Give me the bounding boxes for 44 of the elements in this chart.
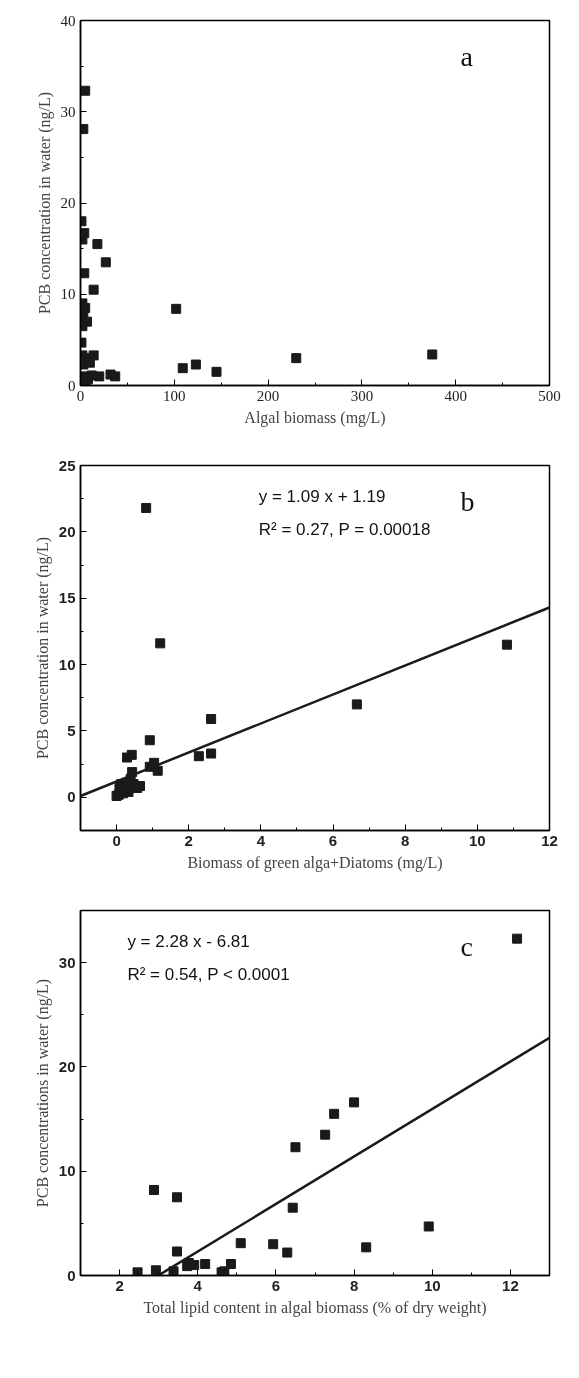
x-tick-label: 12 xyxy=(541,831,558,849)
y-tick-label: 10 xyxy=(58,655,76,673)
annotation: b xyxy=(460,485,475,517)
x-axis-title: Algal biomass (mg/L) xyxy=(244,408,386,427)
x-tick-label: 4 xyxy=(193,1276,203,1294)
y-axis-title: PCB concentration in water (ng/L) xyxy=(33,536,52,760)
x-tick-label: 8 xyxy=(349,1276,359,1294)
x-tick-label: 200 xyxy=(256,387,280,404)
x-tick-label: 6 xyxy=(328,831,338,849)
x-tick-label: 0 xyxy=(112,831,121,849)
y-tick-label: 20 xyxy=(58,522,76,540)
y-tick-label: 20 xyxy=(60,195,76,211)
x-axis-title: Total lipid content in algal biomass (% of dry weight) xyxy=(143,1298,487,1317)
y-tick-label: 15 xyxy=(58,589,76,607)
x-tick-label: 100 xyxy=(163,387,186,404)
y-tick-label: 10 xyxy=(60,286,76,303)
x-axis-title: Biomass of green alga+Diatoms (mg/L) xyxy=(187,853,443,872)
annotation: y = 2.28 x - 6.81 xyxy=(127,931,250,951)
annotation: c xyxy=(460,930,473,962)
y-axis-title: PCB concentrations in water (ng/L) xyxy=(33,978,52,1208)
x-tick-label: 10 xyxy=(423,1276,441,1294)
annotation: R² = 0.54, P < 0.0001 xyxy=(127,964,290,984)
x-tick-label: 2 xyxy=(115,1276,124,1294)
y-tick-label: 40 xyxy=(60,12,76,29)
x-tick-label: 6 xyxy=(271,1276,281,1294)
y-tick-label: 30 xyxy=(58,953,76,971)
y-tick-label: 20 xyxy=(58,1057,76,1075)
y-axis-title: PCB concentration in water (ng/L) xyxy=(35,91,54,315)
x-tick-label: 10 xyxy=(469,831,486,849)
annotation: y = 1.09 x + 1.19 xyxy=(258,486,386,506)
x-tick-label: 400 xyxy=(444,387,467,404)
x-tick-label: 8 xyxy=(401,831,410,849)
y-tick-label: 0 xyxy=(67,788,76,806)
annotation: a xyxy=(460,40,474,72)
y-tick-label: 30 xyxy=(60,103,76,120)
x-tick-label: 2 xyxy=(184,831,193,849)
annotation: R² = 0.27, P = 0.00018 xyxy=(258,519,431,539)
y-tick-label: 5 xyxy=(67,721,76,739)
x-tick-label: 300 xyxy=(350,387,374,404)
y-tick-label: 25 xyxy=(58,456,76,474)
x-tick-label: 4 xyxy=(256,831,266,849)
x-tick-label: 500 xyxy=(538,387,561,404)
x-tick-label: 12 xyxy=(502,1276,519,1294)
y-tick-label: 10 xyxy=(58,1162,76,1180)
